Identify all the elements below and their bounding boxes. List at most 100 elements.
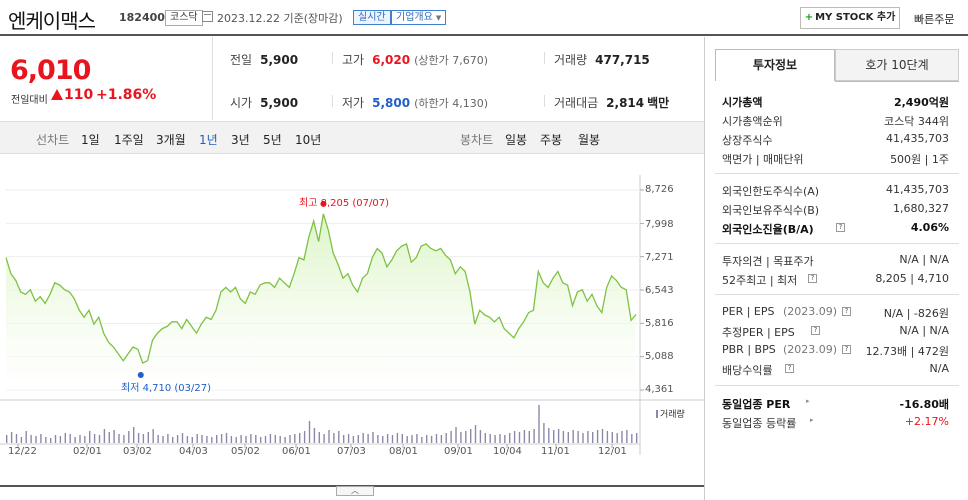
- help-icon[interactable]: ?: [785, 364, 794, 373]
- volume-bar: [352, 436, 355, 443]
- high-price: 고가 6,020 (상한가 7,670): [332, 51, 488, 68]
- help-icon[interactable]: ?: [836, 223, 845, 232]
- tab-daily[interactable]: 일봉: [505, 133, 528, 147]
- x-tick-label: 02/01: [73, 446, 102, 457]
- volume-bar: [445, 433, 447, 443]
- help-icon[interactable]: ?: [811, 326, 820, 335]
- volume-bar: [484, 433, 486, 443]
- collapse-chart-button[interactable]: ︿: [336, 486, 374, 496]
- volume-bar: [587, 431, 589, 443]
- low-value: 5,800: [372, 96, 411, 110]
- info-row-label: PER | EPS: [722, 305, 775, 318]
- volume-bar: [98, 435, 101, 443]
- volume-bar: [230, 436, 233, 443]
- y-tick-label: 4,361: [645, 384, 674, 395]
- chart-footer: ︿: [0, 485, 704, 500]
- lower-limit: (하한가 4,130): [414, 97, 488, 110]
- tab-investment-info[interactable]: 투자정보: [715, 49, 835, 81]
- volume-bar: [289, 435, 291, 443]
- add-my-stock-button[interactable]: + MY STOCK 추가: [800, 7, 900, 29]
- volume-bar: [133, 427, 135, 443]
- info-row-label[interactable]: 동일업종 등락률: [722, 417, 797, 430]
- tab-weekly[interactable]: 주봉: [540, 133, 563, 147]
- info-row-label[interactable]: 동일업종 PER: [722, 398, 791, 411]
- tab-1d[interactable]: 1일: [81, 133, 100, 147]
- volume-bar: [367, 434, 369, 443]
- volume-bar: [616, 433, 618, 443]
- tab-3y[interactable]: 3년: [231, 133, 250, 147]
- x-tick-label: 07/03: [337, 446, 366, 457]
- help-icon[interactable]: ?: [808, 274, 817, 283]
- info-row-value: 41,435,703: [886, 132, 949, 145]
- tab-10y[interactable]: 10년: [295, 133, 322, 147]
- quick-order-link[interactable]: 빠른주문: [914, 13, 955, 26]
- info-row-per-eps: PER | EPS (2023.09)? N/A | -826원: [722, 305, 952, 321]
- info-row-pbr-bps: PBR | BPS (2023.09)? 12.73배 | 472원: [722, 343, 952, 359]
- volume-bar: [25, 431, 27, 443]
- volume-bar: [176, 435, 179, 443]
- volume-bar: [528, 431, 530, 443]
- change-percent: +1.86%: [96, 87, 157, 103]
- volume-bar: [84, 436, 86, 443]
- y-tick-label: 7,271: [645, 252, 674, 263]
- volume-bar: [372, 432, 374, 443]
- info-row-shares: 상장주식수 41,435,703: [722, 132, 952, 148]
- volume-bar: [235, 437, 237, 443]
- volume-bar: [79, 435, 81, 443]
- volume-bar: [557, 429, 560, 443]
- x-tick-label: 09/01: [444, 446, 473, 457]
- volume-bar: [113, 430, 115, 443]
- volume-bar: [45, 437, 47, 443]
- tab-5y[interactable]: 5년: [263, 133, 282, 147]
- volume-bar: [260, 437, 262, 443]
- volume-bar: [299, 433, 301, 443]
- volume-bar: [323, 434, 325, 443]
- volume-bar: [416, 434, 418, 443]
- tab-1w[interactable]: 1주일: [114, 133, 144, 147]
- help-icon[interactable]: ?: [842, 307, 851, 316]
- tab-3m[interactable]: 3개월: [156, 133, 186, 147]
- change-value: 110: [64, 87, 94, 103]
- volume-bar: [269, 434, 272, 443]
- info-row-value: 2,490억원: [893, 96, 949, 109]
- realtime-button[interactable]: 실시간: [353, 10, 391, 25]
- info-row-label: 외국인소진율(B/A): [722, 223, 814, 236]
- y-tick-label: 7,998: [645, 219, 674, 230]
- tab-orderbook-10[interactable]: 호가 10단계: [835, 49, 959, 81]
- volume-bar: [533, 429, 535, 443]
- x-tick-label: 12/01: [598, 446, 627, 457]
- stock-header: 엔케이맥스 182400 코스닥 2023.12.22 기준(장마감) 실시간 …: [0, 0, 968, 36]
- volume-bar: [191, 437, 193, 443]
- volume-bar: [494, 435, 496, 443]
- info-row-sector-per: 동일업종 PER ▸ -16.80배: [722, 396, 952, 412]
- volume-bar: [479, 430, 482, 443]
- volume-bar: [211, 437, 213, 443]
- low-price: 저가 5,800 (하한가 4,130): [332, 94, 488, 111]
- info-row-opinion: 투자의견 | 목표주가 N/A | N/A: [722, 253, 952, 269]
- volume-bar: [499, 434, 501, 443]
- info-row-value: 1,680,327: [893, 202, 949, 215]
- price-area: [6, 213, 636, 390]
- volume-bar: [128, 431, 130, 443]
- volume-bar: [382, 436, 384, 443]
- help-icon[interactable]: ?: [842, 345, 851, 354]
- info-row-sector-change: 동일업종 등락률 ▸ +2.17%: [722, 415, 952, 431]
- volume-bar: [513, 431, 516, 443]
- stock-code: 182400: [119, 11, 165, 24]
- volume-bar: [523, 430, 526, 443]
- info-row-sub: (2023.09): [783, 305, 838, 318]
- info-row-value: 41,435,703: [886, 183, 949, 196]
- y-tick-label: 8,726: [645, 184, 674, 195]
- info-row-value: N/A | N/A: [899, 324, 949, 337]
- plus-icon: +: [804, 12, 814, 23]
- company-overview-dropdown[interactable]: 기업개요 ▼: [391, 10, 447, 25]
- info-row-label: 액면가 | 매매단위: [722, 153, 804, 166]
- info-row-value: 8,205 | 4,710: [875, 272, 949, 285]
- info-row-52w: 52주최고 | 최저? 8,205 | 4,710: [722, 272, 952, 288]
- tab-1y[interactable]: 1년: [199, 133, 218, 147]
- volume-bar: [377, 435, 379, 443]
- volume-label: 거래량: [554, 53, 588, 67]
- info-row-value: 코스닥 344위: [884, 115, 949, 128]
- tab-monthly[interactable]: 월봉: [578, 133, 601, 147]
- volume-bar: [216, 435, 218, 443]
